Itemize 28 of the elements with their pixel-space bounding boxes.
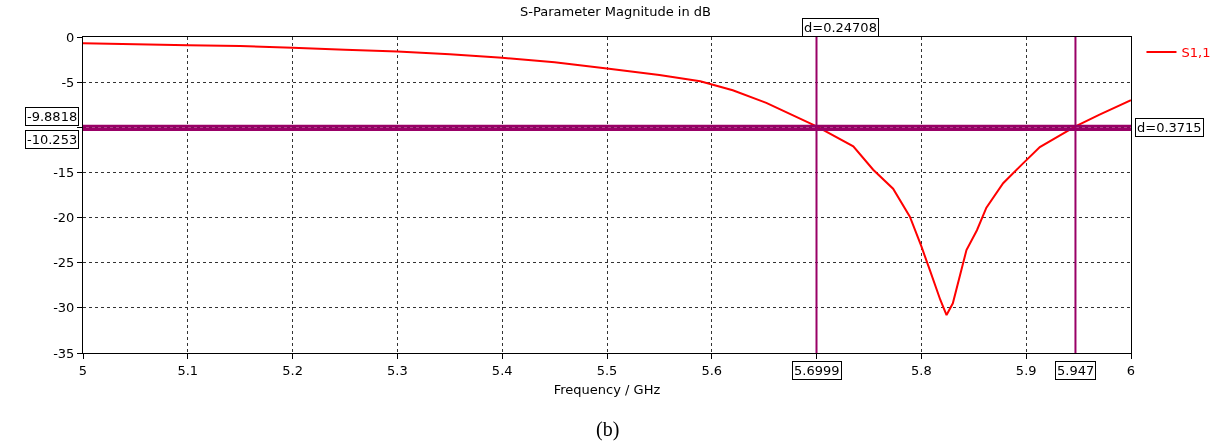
y-tick-label: -25 — [53, 255, 75, 271]
y-tick-label: -5 — [61, 74, 75, 90]
ref-line-label: 5.6999 — [794, 363, 840, 378]
x-tick-label: 5 — [78, 362, 88, 378]
text: d=0.24708 — [804, 20, 877, 35]
x-tick-label: 5.3 — [387, 362, 408, 378]
ref-line-label: 5.947 — [1057, 363, 1095, 378]
ref-line-label: -10.253 — [27, 132, 78, 147]
x-axis-title: Frequency / GHz — [553, 382, 661, 398]
x-tick-label: 5.8 — [911, 362, 932, 378]
y-tick-label: -35 — [53, 345, 75, 361]
x-tick-label: 5.6 — [701, 362, 723, 378]
text: (b) — [596, 418, 620, 441]
y-tick-label: -20 — [53, 210, 75, 226]
y-tick-label: 0 — [66, 29, 75, 45]
ref-line-label: -9.8818 — [27, 109, 78, 124]
line-series — [83, 42, 1131, 317]
x-tick-label: 5.1 — [177, 362, 199, 378]
chart-title: S-Parameter Magnitude in dB — [520, 3, 711, 19]
y-tick-label: -30 — [53, 300, 75, 316]
text: d=0.3715 — [1137, 120, 1202, 135]
x-tick-label: 6 — [1126, 362, 1136, 378]
x-tick-label: 5.4 — [491, 362, 513, 378]
y-tick-label: -15 — [53, 164, 75, 180]
legend-label: S1,1 — [1181, 45, 1211, 61]
x-tick-label: 5.2 — [282, 362, 303, 378]
x-tick-label: 5.9 — [1015, 362, 1037, 378]
x-tick-label: 5.5 — [596, 362, 618, 378]
